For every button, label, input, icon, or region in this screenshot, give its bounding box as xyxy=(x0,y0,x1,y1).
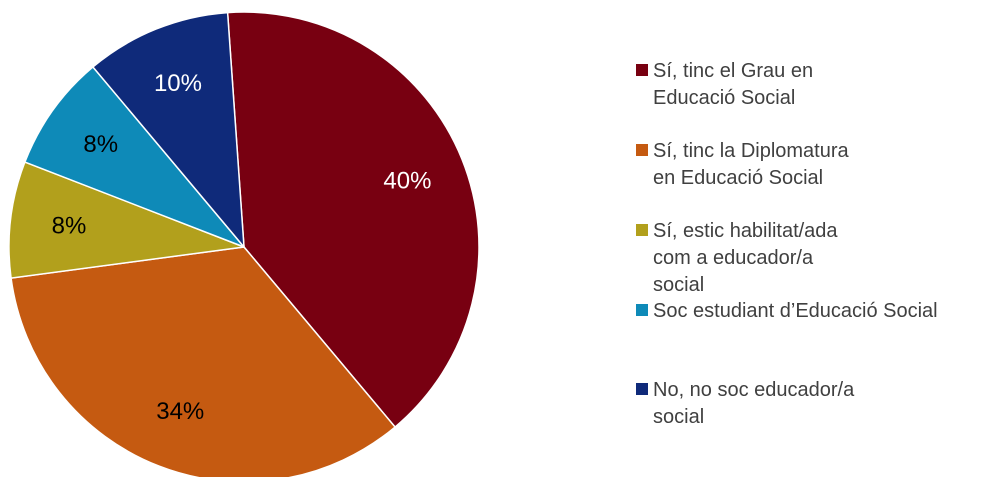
data-label-3: 8% xyxy=(52,213,87,240)
legend-item-1: Sí, tinc el Grau en Educació Social xyxy=(636,58,866,112)
data-label-4: 8% xyxy=(83,131,118,158)
legend-item-2: Sí, tinc la Diplomatura en Educació Soci… xyxy=(636,138,866,192)
legend-swatch xyxy=(636,304,648,316)
legend-item-3: Sí, estic habilitat/ada com a educador/a… xyxy=(636,218,866,299)
data-label-5: 10% xyxy=(154,70,202,97)
legend-label: Sí, tinc la Diplomatura en Educació Soci… xyxy=(653,138,866,192)
data-label-2: 34% xyxy=(156,398,204,425)
legend-label: Soc estudiant d’Educació Social xyxy=(653,298,938,325)
legend-item-4: Soc estudiant d’Educació Social xyxy=(636,298,1005,325)
data-label-1: 40% xyxy=(383,167,431,194)
pie-chart: 40% 34% 8% 8% 10% xyxy=(0,0,630,477)
legend-item-5: No, no soc educador/a social xyxy=(636,377,866,431)
legend-label: Sí, estic habilitat/ada com a educador/a… xyxy=(653,218,866,299)
legend-label: Sí, tinc el Grau en Educació Social xyxy=(653,58,866,112)
legend-swatch xyxy=(636,144,648,156)
legend-swatch xyxy=(636,64,648,76)
legend-swatch xyxy=(636,224,648,236)
legend-label: No, no soc educador/a social xyxy=(653,377,866,431)
legend-swatch xyxy=(636,383,648,395)
